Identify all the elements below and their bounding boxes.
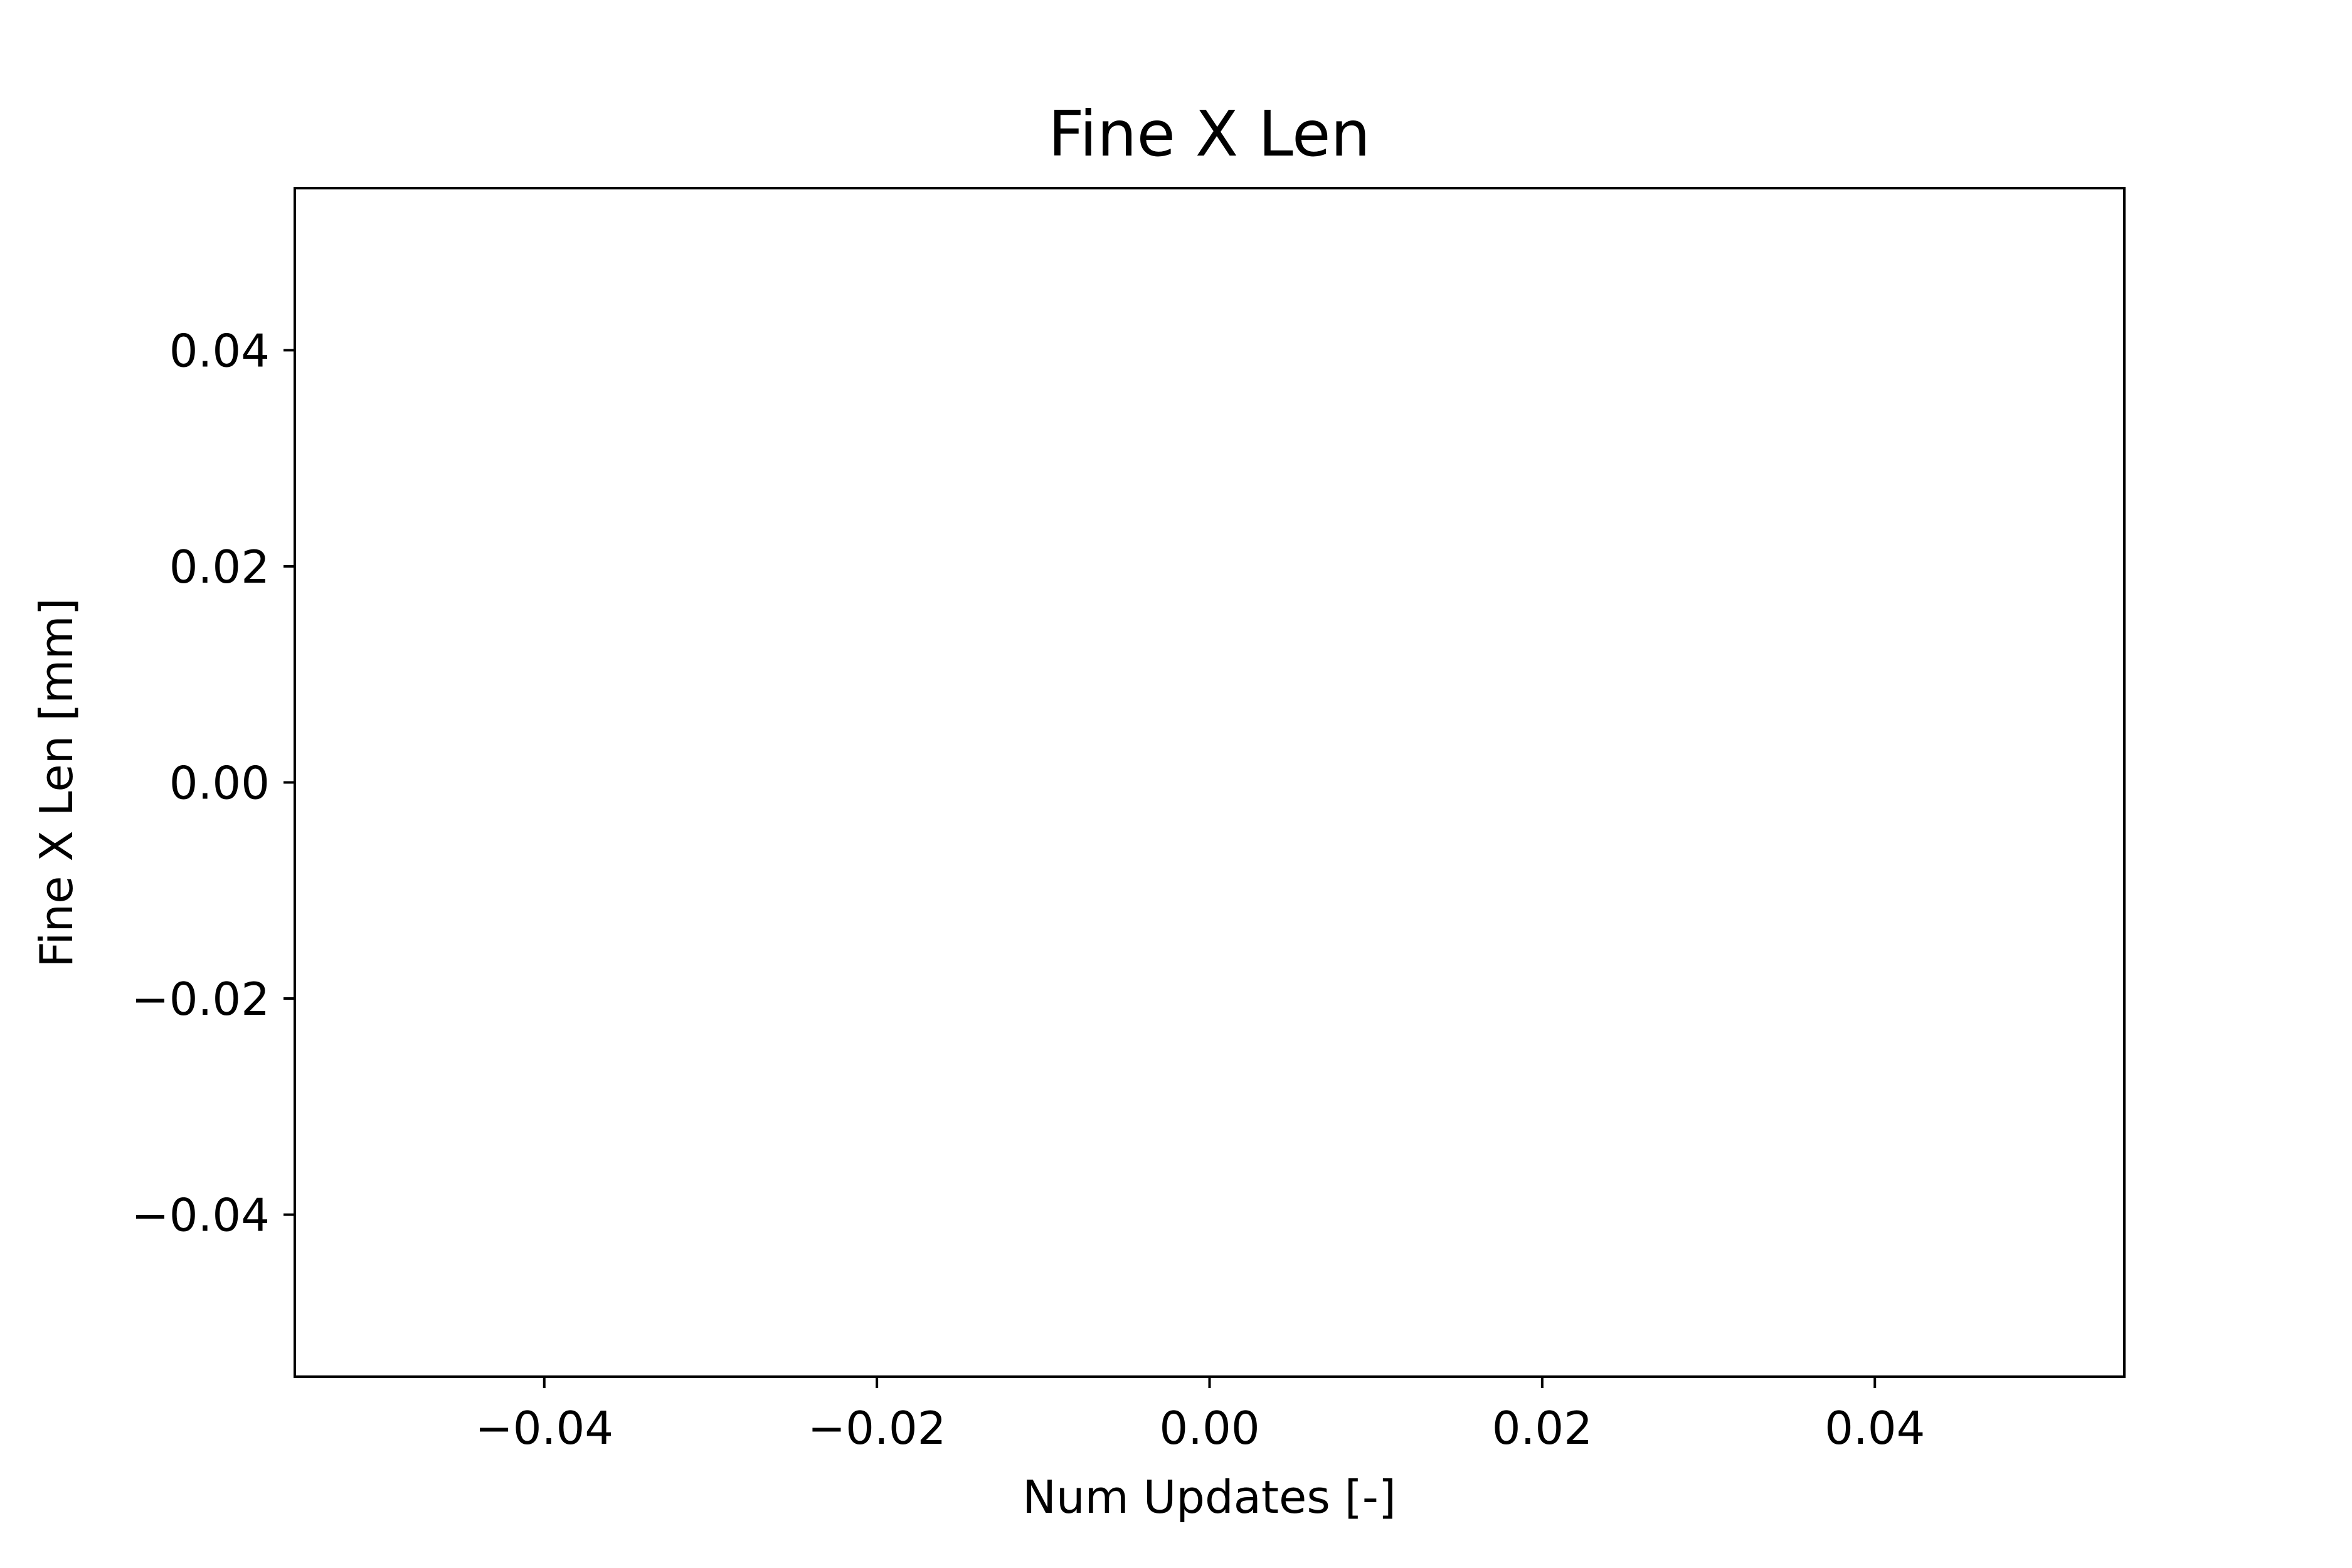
- x-tick-label: 0.02: [1492, 1402, 1592, 1454]
- x-tick-label: 0.00: [1159, 1402, 1259, 1454]
- chart-title: Fine X Len: [1048, 97, 1370, 171]
- y-tick-label: 0.00: [169, 757, 270, 810]
- x-tick-label: 0.04: [1825, 1402, 1925, 1454]
- x-axis-label: Num Updates [-]: [1022, 1471, 1396, 1523]
- y-axis-ticks: −0.04 −0.02 0.00 0.02 0.04: [131, 324, 295, 1242]
- x-axis-ticks: −0.04 −0.02 0.00 0.02 0.04: [475, 1377, 1925, 1454]
- x-tick-label: −0.04: [475, 1402, 613, 1454]
- y-tick-label: −0.04: [131, 1189, 270, 1242]
- y-tick-label: −0.02: [131, 973, 270, 1025]
- y-tick-label: 0.04: [169, 324, 270, 377]
- y-tick-label: 0.02: [169, 541, 270, 593]
- x-tick-label: −0.02: [808, 1402, 946, 1454]
- y-axis-label: Fine X Len [mm]: [30, 598, 83, 967]
